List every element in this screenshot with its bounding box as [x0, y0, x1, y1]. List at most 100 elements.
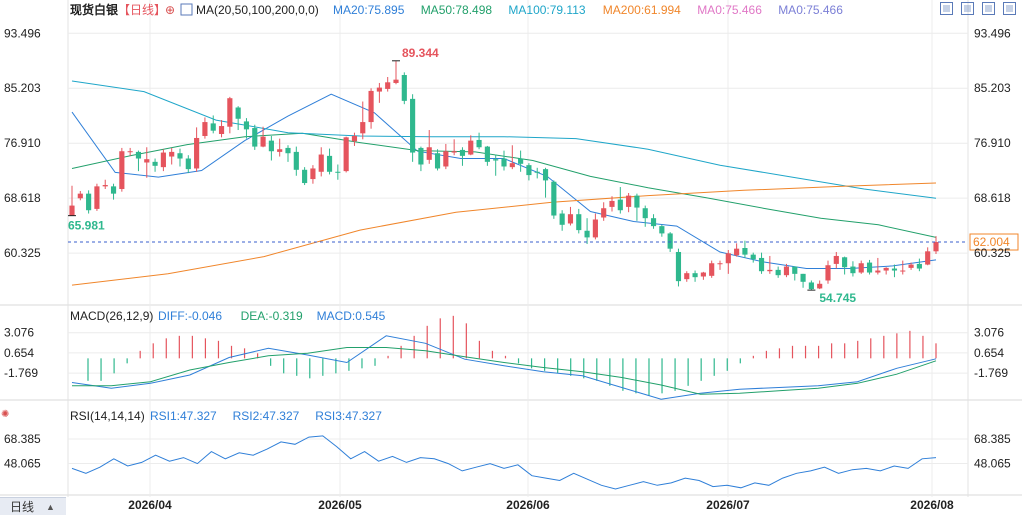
- crosshair-tool-icon[interactable]: [940, 2, 953, 15]
- ma-legend-item: MA50:78.498: [421, 3, 493, 17]
- candle-body: [842, 257, 848, 268]
- candle-body: [866, 262, 873, 273]
- grid-layout-icon[interactable]: [961, 2, 974, 15]
- candle-body: [484, 146, 490, 162]
- candle-body: [542, 169, 549, 181]
- price-tick-label: 60.325: [4, 246, 41, 260]
- time-tick-label: 2026/08: [910, 498, 954, 512]
- candle-body: [127, 151, 133, 153]
- time-tick-label: 2026/04: [128, 498, 172, 512]
- period-selector[interactable]: 日线 ▲: [0, 497, 66, 515]
- candle-body: [534, 171, 540, 173]
- candle-body: [601, 208, 607, 218]
- candle-body: [501, 158, 507, 167]
- candle-body: [825, 265, 831, 281]
- time-tick-label: 2026/06: [506, 498, 550, 512]
- crosshair-icon[interactable]: ✺: [1, 409, 9, 420]
- macd-tick-label: 3.076: [974, 326, 1004, 340]
- settings-icon[interactable]: ⊕: [165, 3, 175, 17]
- period-selector-label: 日线: [10, 500, 35, 514]
- candle-body: [293, 151, 299, 170]
- candle-body: [734, 248, 740, 256]
- candle-body: [742, 248, 748, 255]
- candle-body: [277, 149, 283, 152]
- candle-body: [783, 266, 790, 276]
- candle-body: [808, 282, 814, 290]
- price-tick-label: 68.618: [4, 191, 41, 205]
- candle-body: [418, 147, 424, 165]
- ma-toggle-icon[interactable]: [180, 3, 193, 16]
- start-low-label: 65.981: [68, 219, 105, 233]
- candle-body: [709, 263, 715, 276]
- zoom-out-icon[interactable]: [982, 2, 995, 15]
- macd-tick-label: -1.769: [4, 366, 38, 380]
- candle-body: [875, 270, 881, 273]
- candle-body: [659, 226, 665, 234]
- candle-body: [493, 159, 499, 161]
- candle-body: [916, 263, 922, 269]
- candle-body: [443, 151, 449, 167]
- candle-body: [360, 122, 366, 134]
- macd-legend: MACD(26,12,9) DIFF:-0.046 DEA:-0.319 MACD:…: [70, 309, 386, 323]
- candle-body: [850, 266, 856, 274]
- candle-body: [933, 242, 939, 252]
- candle-body: [260, 136, 266, 147]
- macd-tick-label: -1.769: [974, 366, 1008, 380]
- candle-body: [642, 208, 648, 219]
- rsi-legend-item: RSI1:47.327: [150, 409, 217, 423]
- price-axis-left: 93.496 85.203 76.910 68.618 60.325: [4, 26, 41, 260]
- candle-body: [86, 193, 92, 211]
- rsi-legend-item: RSI3:47.327: [315, 409, 382, 423]
- triangle-up-icon: ▲: [46, 501, 55, 512]
- current-price-box: [969, 233, 1019, 251]
- fullscreen-icon[interactable]: [1003, 2, 1016, 15]
- candle-body: [368, 90, 374, 123]
- candle-body: [210, 123, 216, 131]
- macd-lines: [71, 335, 937, 400]
- macd-legend-item: DIFF:-0.046: [158, 309, 222, 323]
- ma-line-ma100: [71, 80, 937, 199]
- price-tick-label: 68.618: [974, 191, 1011, 205]
- candle-body: [426, 147, 432, 160]
- time-axis: 2026/04 2026/05 2026/06 2026/07 2026/08: [128, 498, 954, 512]
- candle-body: [900, 270, 906, 272]
- macd-diff-line: [71, 335, 937, 400]
- candle-body: [451, 151, 457, 153]
- candle-body: [675, 251, 682, 282]
- candle-body: [152, 161, 158, 166]
- macd-legend-item: MACD:0.545: [317, 309, 386, 323]
- macd-tick-label: 3.076: [4, 326, 34, 340]
- candle-body: [335, 171, 341, 173]
- macd-params-label: MACD(26,12,9): [70, 309, 153, 323]
- candle-body: [592, 219, 598, 238]
- candlestick-series: [69, 61, 939, 291]
- candle-body: [908, 264, 914, 268]
- candle-body: [302, 169, 308, 184]
- candle-body: [235, 107, 241, 119]
- candle-body: [160, 152, 166, 168]
- candle-body: [667, 233, 673, 249]
- candle-body: [634, 195, 640, 208]
- candle-body: [376, 87, 382, 92]
- price-tick-label: 60.325: [974, 246, 1011, 260]
- chart-toolbar: [940, 2, 1016, 15]
- macd-histogram: [87, 315, 937, 396]
- candle-body: [110, 186, 117, 194]
- candle-body: [227, 98, 233, 127]
- candle-body: [925, 251, 931, 265]
- candle-body: [833, 255, 839, 264]
- candle-body: [567, 214, 574, 224]
- price-annotations: 89.344 54.745 65.981: [68, 46, 856, 305]
- candle-body: [218, 126, 225, 134]
- candle-body: [626, 195, 632, 207]
- rsi-tick-label: 48.065: [974, 457, 1011, 471]
- rsi-axis: 68.385 68.385 48.065 48.065: [4, 432, 1011, 471]
- period-label: 【日线】: [118, 3, 166, 17]
- macd-axis: 3.076 3.076 0.654 0.654 -1.769 -1.769: [4, 326, 1008, 380]
- price-tick-label: 93.496: [974, 26, 1011, 40]
- candle-body: [326, 155, 333, 172]
- candle-body: [343, 137, 349, 172]
- candle-body: [684, 273, 690, 280]
- candle-body: [518, 158, 524, 164]
